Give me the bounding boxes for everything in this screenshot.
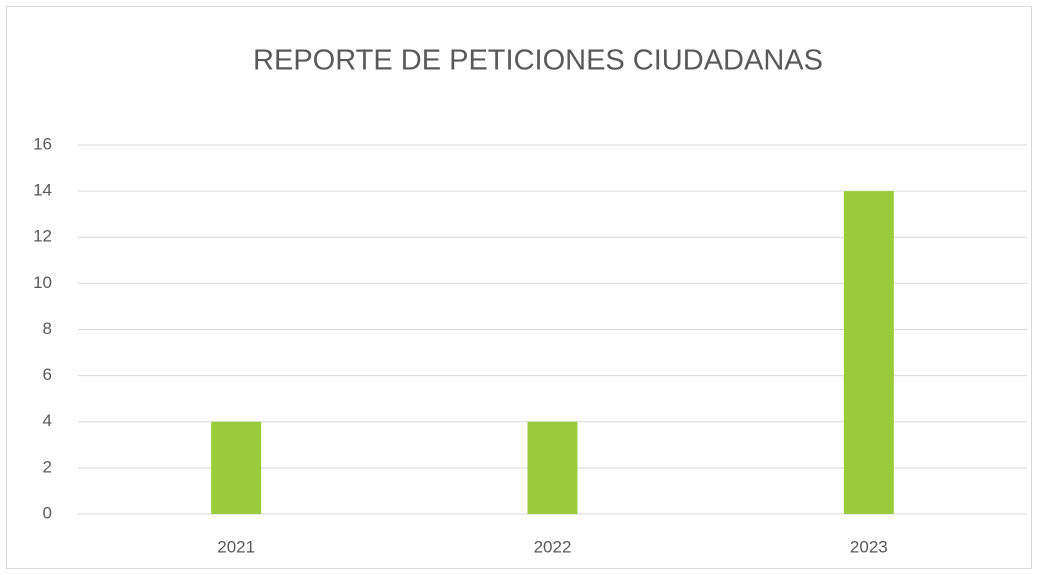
y-tick-label: 10	[33, 273, 52, 292]
x-tick-label: 2021	[217, 537, 255, 556]
y-tick-label: 12	[33, 227, 52, 246]
y-tick-label: 2	[43, 457, 52, 476]
y-tick-label: 16	[33, 134, 52, 153]
x-tick-label: 2022	[534, 537, 572, 556]
y-tick-label: 0	[43, 503, 52, 522]
x-tick-label: 2023	[850, 537, 888, 556]
y-tick-label: 6	[43, 365, 52, 384]
y-tick-label: 14	[33, 181, 52, 200]
y-tick-label: 8	[43, 319, 52, 338]
chart-title: REPORTE DE PETICIONES CIUDADANAS	[253, 45, 823, 77]
bar	[843, 191, 894, 514]
bar	[527, 421, 578, 514]
y-tick-label: 4	[43, 411, 52, 430]
bar	[211, 421, 262, 514]
